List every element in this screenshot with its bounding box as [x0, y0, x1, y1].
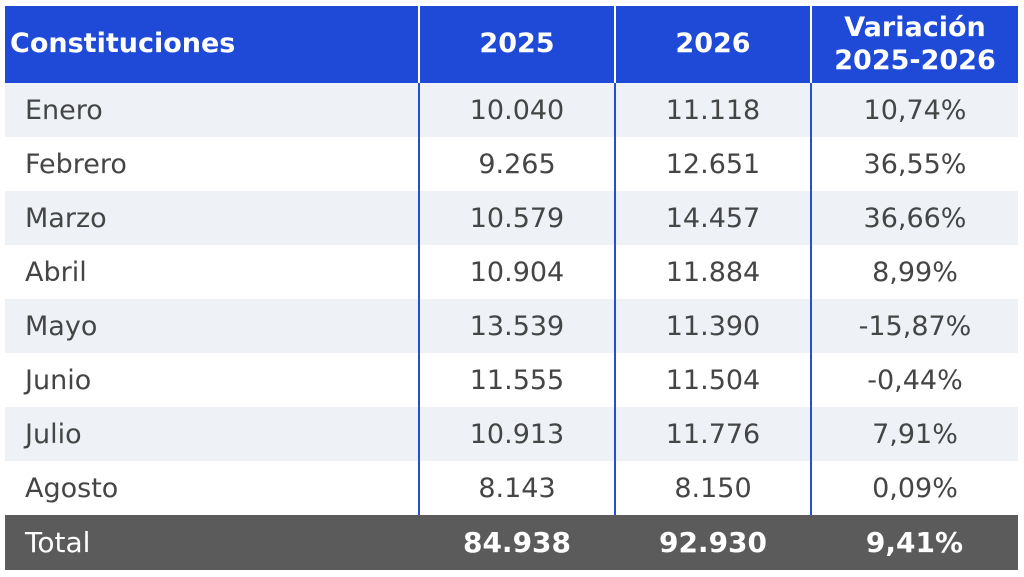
- table-row: Enero 10.040 11.118 10,74%: [5, 83, 1018, 137]
- variation-cell: 7,91%: [810, 407, 1018, 461]
- total-row: Total 84.938 92.930 9,41%: [5, 515, 1018, 570]
- month-cell: Junio: [25, 364, 92, 396]
- header-variacion-line1: Variación: [844, 12, 986, 44]
- value-2026-cell: 11.776: [614, 407, 811, 461]
- value-2025-cell: 8.143: [418, 461, 615, 515]
- value-2025-cell: 10.040: [418, 83, 615, 137]
- variation-cell: 36,55%: [810, 137, 1018, 191]
- table-header: Constituciones 2025 2026 Variación 2025-…: [5, 6, 1018, 83]
- table-row: Abril 10.904 11.884 8,99%: [5, 245, 1018, 299]
- table-footer: Total 84.938 92.930 9,41%: [5, 515, 1018, 570]
- table-body: Enero 10.040 11.118 10,74% Febrero 9.265…: [5, 83, 1018, 515]
- variation-cell: 8,99%: [810, 245, 1018, 299]
- value-2026-cell: 8.150: [614, 461, 811, 515]
- table-row: Junio 11.555 11.504 -0,44%: [5, 353, 1018, 407]
- total-2026: 92.930: [658, 526, 768, 559]
- table-row: Marzo 10.579 14.457 36,66%: [5, 191, 1018, 245]
- variation-cell: 36,66%: [810, 191, 1018, 245]
- variation-cell: -15,87%: [810, 299, 1018, 353]
- value-2025-cell: 10.913: [418, 407, 615, 461]
- value-2026-cell: 11.884: [614, 245, 811, 299]
- value-2026-cell: 11.504: [614, 353, 811, 407]
- table-row: Agosto 8.143 8.150 0,09%: [5, 461, 1018, 515]
- value-2025-cell: 13.539: [418, 299, 615, 353]
- total-label: Total: [25, 526, 91, 559]
- value-2026-cell: 11.118: [614, 83, 811, 137]
- variation-cell: -0,44%: [810, 353, 1018, 407]
- variation-cell: 0,09%: [810, 461, 1018, 515]
- constituciones-table-container: Constituciones 2025 2026 Variación 2025-…: [5, 6, 1018, 570]
- value-2025-cell: 10.579: [418, 191, 615, 245]
- table-row: Julio 10.913 11.776 7,91%: [5, 407, 1018, 461]
- variation-cell: 10,74%: [810, 83, 1018, 137]
- total-2025: 84.938: [462, 526, 572, 559]
- value-2025-cell: 11.555: [418, 353, 615, 407]
- header-variacion: Variación 2025-2026: [810, 6, 1018, 83]
- constituciones-table: Constituciones 2025 2026 Variación 2025-…: [5, 6, 1018, 570]
- month-cell: Abril: [25, 256, 87, 288]
- month-cell: Febrero: [25, 148, 127, 180]
- header-2025: 2025: [418, 6, 615, 83]
- header-constituciones: Constituciones: [10, 28, 236, 60]
- total-variation: 9,41%: [865, 526, 964, 559]
- month-cell: Agosto: [25, 472, 119, 504]
- table-row: Mayo 13.539 11.390 -15,87%: [5, 299, 1018, 353]
- value-2026-cell: 12.651: [614, 137, 811, 191]
- month-cell: Marzo: [25, 202, 107, 234]
- header-row: Constituciones 2025 2026 Variación 2025-…: [5, 6, 1018, 83]
- header-variacion-line2: 2025-2026: [834, 44, 996, 76]
- value-2026-cell: 11.390: [614, 299, 811, 353]
- month-cell: Julio: [25, 418, 82, 450]
- value-2025-cell: 10.904: [418, 245, 615, 299]
- month-cell: Enero: [25, 94, 103, 126]
- value-2025-cell: 9.265: [418, 137, 615, 191]
- month-cell: Mayo: [25, 310, 98, 342]
- table-row: Febrero 9.265 12.651 36,55%: [5, 137, 1018, 191]
- value-2026-cell: 14.457: [614, 191, 811, 245]
- header-2026: 2026: [614, 6, 811, 83]
